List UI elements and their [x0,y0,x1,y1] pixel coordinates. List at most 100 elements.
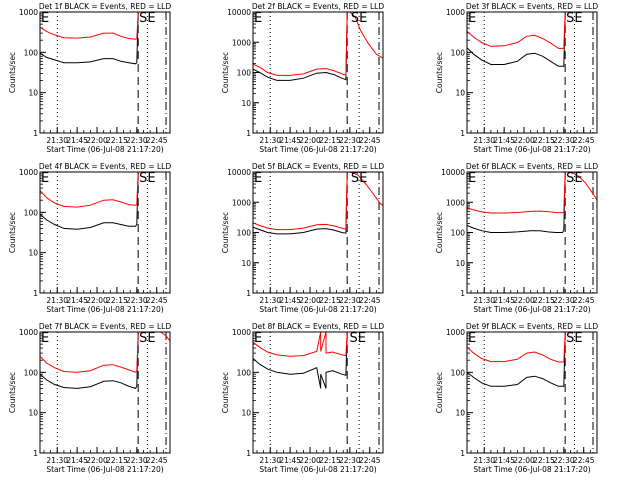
x-axis-label: Start Time (06-Jul-08 21:17:20) [259,145,376,154]
events-series-line [467,12,566,67]
x-tick-label: 22:30 [339,136,361,145]
y-tick-label: 10 [241,259,251,268]
eclipse-label: E [41,331,49,346]
y-tick-label: 1000 [19,168,38,177]
y-tick-label: 10 [455,409,465,418]
events-series-line [253,172,348,235]
x-tick-label: 21:30 [259,456,281,465]
eclipse-label: E [41,11,49,26]
x-tick-label: 22:00 [86,296,108,305]
x-tick-label: 22:15 [533,456,555,465]
eclipse-label: E [41,171,49,186]
x-tick-label: 22:15 [106,456,128,465]
y-tick-label: 1 [460,289,465,298]
panel-title: Det 8f BLACK = Events, RED = LLD [252,322,385,331]
x-tick-label: 22:15 [319,296,341,305]
eclipse-label: E [468,331,476,346]
x-tick-label: 21:30 [259,296,281,305]
y-tick-label: 1 [246,449,251,458]
x-tick-label: 22:15 [106,296,128,305]
x-tick-label: 22:45 [146,136,168,145]
eclipse-label: E [254,171,262,186]
saa-entry-label: SE [566,171,582,186]
y-tick-label: 10000 [441,168,465,177]
events-series-line [40,12,139,65]
y-tick-label: 10 [241,99,251,108]
detector-panel: Det 9f BLACK = Events, RED = LLD 1 10 100 10… [435,322,598,474]
panel-title: Det 6f BLACK = Events, RED = LLD [466,162,599,171]
detector-panel: Det 5f BLACK = Events, RED = LLD 1 10 100 10… [221,162,384,314]
lld-series-line [253,12,383,76]
events-series-line [253,332,348,389]
y-tick-label: 10 [28,409,38,418]
x-tick-label: 22:00 [86,136,108,145]
plot-frame [39,11,171,134]
y-tick-label: 1000 [232,328,251,337]
lld-series-line [40,172,139,208]
panel-title: Det 4f BLACK = Events, RED = LLD [39,162,172,171]
x-axis-label: Start Time (06-Jul-08 21:17:20) [46,145,163,154]
x-tick-label: 21:45 [66,136,88,145]
plot-frame [466,11,598,134]
x-tick-label: 22:45 [359,136,381,145]
saa-entry-label: SE [139,171,155,186]
detector-panel: Det 1f BLACK = Events, RED = LLD 1 10 100 10… [8,2,171,154]
y-tick-label: 100 [237,69,252,78]
lld-series-line [253,172,383,231]
events-series-line [467,172,566,233]
y-tick-label: 100 [24,48,39,57]
x-tick-label: 22:15 [533,296,555,305]
y-tick-label: 10 [28,89,38,98]
lld-series-line [40,12,139,40]
x-tick-label: 22:15 [106,136,128,145]
x-tick-label: 22:00 [513,136,535,145]
x-tick-label: 22:00 [513,456,535,465]
plot-frame [39,171,171,294]
y-tick-label: 100 [451,368,466,377]
saa-entry-label: SE [351,11,367,26]
y-axis-label: Counts/sec [8,372,17,413]
lld-series-line [467,332,566,363]
y-tick-label: 1000 [19,8,38,17]
x-tick-label: 21:30 [259,136,281,145]
eclipse-label: E [254,331,262,346]
y-axis-label: Counts/sec [221,372,230,413]
panel-title: Det 5f BLACK = Events, RED = LLD [252,162,385,171]
saa-entry-label: SE [351,171,367,186]
x-tick-label: 21:45 [279,456,301,465]
x-tick-label: 22:45 [359,296,381,305]
x-tick-label: 22:45 [146,296,168,305]
y-tick-label: 1000 [446,198,465,207]
y-axis-label: Counts/sec [8,212,17,253]
lld-series-line [467,12,566,49]
x-tick-label: 21:30 [473,296,495,305]
x-tick-label: 21:30 [46,136,68,145]
x-tick-label: 22:30 [553,136,575,145]
x-tick-label: 21:30 [473,136,495,145]
y-tick-label: 1 [33,129,38,138]
x-tick-label: 22:30 [553,296,575,305]
x-tick-label: 22:00 [513,296,535,305]
y-axis-label: Counts/sec [435,52,444,93]
x-tick-label: 21:45 [493,296,515,305]
x-tick-label: 21:30 [46,296,68,305]
y-tick-label: 10000 [227,8,251,17]
events-series-line [40,172,139,230]
x-tick-label: 22:45 [146,456,168,465]
y-tick-label: 1 [33,289,38,298]
y-tick-label: 100 [237,368,252,377]
lld-series-line [253,332,348,357]
y-tick-label: 1 [460,129,465,138]
x-tick-label: 22:15 [319,136,341,145]
detector-panel: Det 3f BLACK = Events, RED = LLD 1 10 100 10… [435,2,598,154]
x-tick-label: 21:30 [46,456,68,465]
y-tick-label: 1000 [446,328,465,337]
detector-panel: Det 4f BLACK = Events, RED = LLD 1 10 100 10… [8,162,171,314]
eclipse-label: E [468,171,476,186]
y-tick-label: 1 [33,449,38,458]
saa-entry-label: SE [566,331,582,346]
y-axis-label: Counts/sec [221,52,230,93]
x-tick-label: 21:45 [279,296,301,305]
x-tick-label: 21:45 [279,136,301,145]
